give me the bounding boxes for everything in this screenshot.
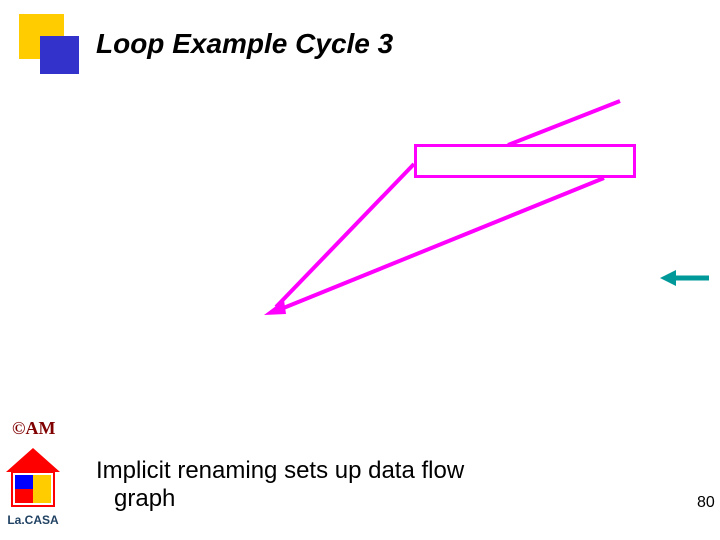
slide: { "title": { "text": "Loop Example Cycle… <box>0 0 720 540</box>
slide-title: Loop Example Cycle 3 <box>96 28 393 60</box>
highlight-box <box>414 144 636 178</box>
slide-body-text: Implicit renaming sets up data flow grap… <box>96 457 526 513</box>
copyright-am: ©AM <box>12 418 55 439</box>
lacasa-logo: La.CASA <box>4 446 62 522</box>
lacasa-label: La.CASA <box>4 513 62 527</box>
house-icon <box>4 446 62 508</box>
page-number: 80 <box>697 494 715 512</box>
accent-square-blue <box>40 36 79 74</box>
